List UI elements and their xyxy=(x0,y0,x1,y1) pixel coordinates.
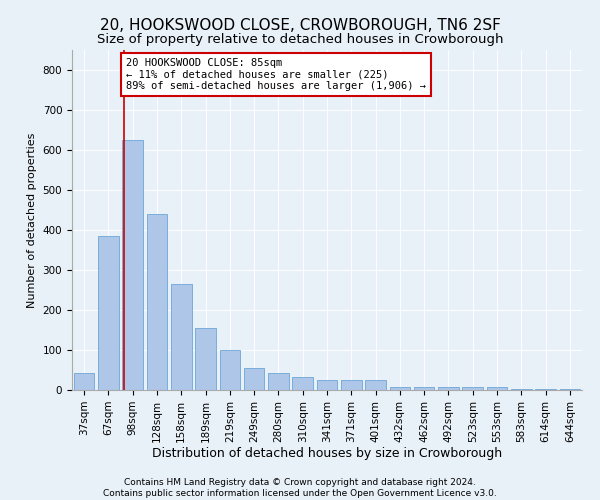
Bar xyxy=(122,140,143,390)
Bar xyxy=(195,328,216,390)
Bar xyxy=(389,387,410,390)
Bar xyxy=(438,387,459,390)
Bar xyxy=(511,389,532,390)
Y-axis label: Number of detached properties: Number of detached properties xyxy=(27,132,37,308)
Text: 20, HOOKSWOOD CLOSE, CROWBOROUGH, TN6 2SF: 20, HOOKSWOOD CLOSE, CROWBOROUGH, TN6 2S… xyxy=(100,18,500,32)
X-axis label: Distribution of detached houses by size in Crowborough: Distribution of detached houses by size … xyxy=(152,448,502,460)
Bar xyxy=(365,380,386,390)
Bar xyxy=(74,373,94,390)
Bar xyxy=(220,350,240,390)
Bar xyxy=(244,368,265,390)
Bar xyxy=(463,387,483,390)
Text: Contains HM Land Registry data © Crown copyright and database right 2024.
Contai: Contains HM Land Registry data © Crown c… xyxy=(103,478,497,498)
Bar xyxy=(98,236,119,390)
Bar xyxy=(171,284,191,390)
Bar xyxy=(317,380,337,390)
Bar xyxy=(535,389,556,390)
Bar xyxy=(414,387,434,390)
Bar xyxy=(487,387,508,390)
Text: 20 HOOKSWOOD CLOSE: 85sqm
← 11% of detached houses are smaller (225)
89% of semi: 20 HOOKSWOOD CLOSE: 85sqm ← 11% of detac… xyxy=(126,58,426,91)
Bar xyxy=(292,377,313,390)
Text: Size of property relative to detached houses in Crowborough: Size of property relative to detached ho… xyxy=(97,32,503,46)
Bar xyxy=(341,380,362,390)
Bar xyxy=(560,389,580,390)
Bar xyxy=(146,214,167,390)
Bar xyxy=(268,373,289,390)
